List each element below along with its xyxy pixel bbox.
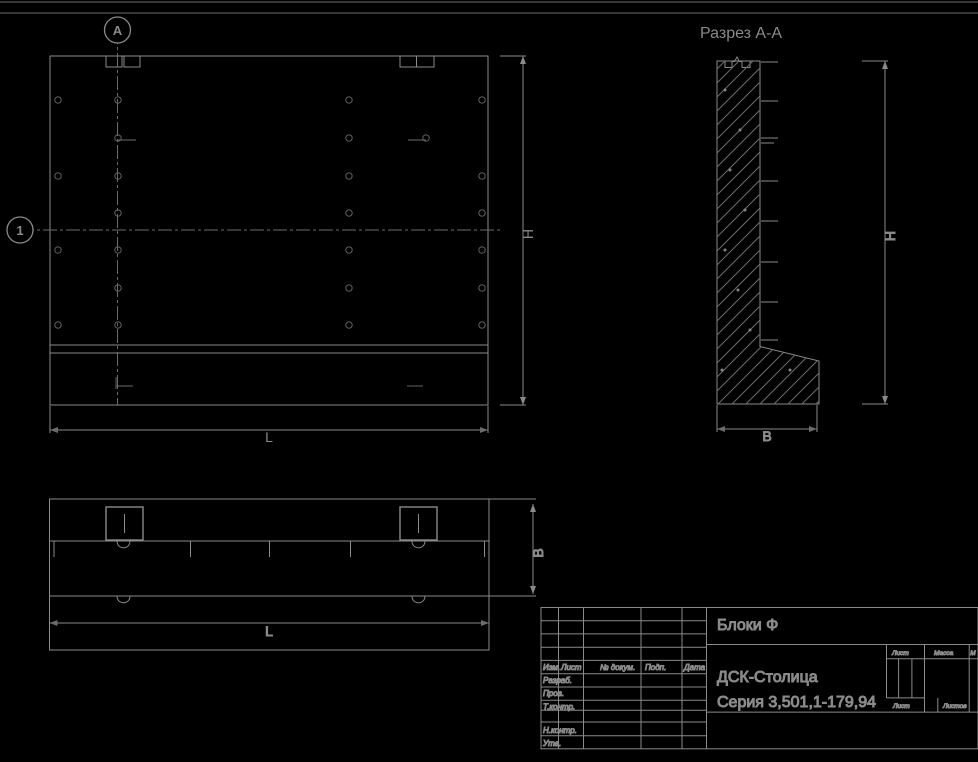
svg-text:Разрез А-А: Разрез А-А xyxy=(700,25,782,42)
svg-text:М: М xyxy=(970,650,976,657)
svg-text:Разраб.: Разраб. xyxy=(543,676,572,685)
svg-text:H: H xyxy=(520,229,536,239)
svg-text:Т.контр.: Т.контр. xyxy=(543,703,575,712)
svg-text:Пров.: Пров. xyxy=(543,689,564,698)
svg-text:Утв.: Утв. xyxy=(542,739,561,748)
svg-text:Подп.: Подп. xyxy=(645,663,666,672)
svg-text:B: B xyxy=(530,548,546,557)
svg-text:Дата: Дата xyxy=(683,663,706,672)
svg-text:Блоки Ф: Блоки Ф xyxy=(717,617,778,634)
svg-text:Изм.: Изм. xyxy=(543,663,560,672)
svg-text:Лист: Лист xyxy=(892,703,910,710)
svg-text:ДСК-Столица: ДСК-Столица xyxy=(717,669,818,686)
svg-text:L: L xyxy=(265,429,273,445)
svg-text:Серия 3,501,1-179,94: Серия 3,501,1-179,94 xyxy=(717,694,876,711)
svg-text:Н.контр.: Н.контр. xyxy=(543,726,577,735)
svg-text:H: H xyxy=(882,231,898,241)
svg-text:Лист: Лист xyxy=(891,650,909,657)
svg-text:№ докум.: № докум. xyxy=(600,663,635,672)
svg-text:B: B xyxy=(762,428,771,444)
svg-text:L: L xyxy=(265,623,273,639)
svg-text:Лист: Лист xyxy=(560,663,582,672)
svg-text:Масса: Масса xyxy=(934,650,954,657)
svg-text:Листов: Листов xyxy=(942,703,967,710)
svg-text:1: 1 xyxy=(16,223,23,238)
svg-text:A: A xyxy=(113,23,123,38)
